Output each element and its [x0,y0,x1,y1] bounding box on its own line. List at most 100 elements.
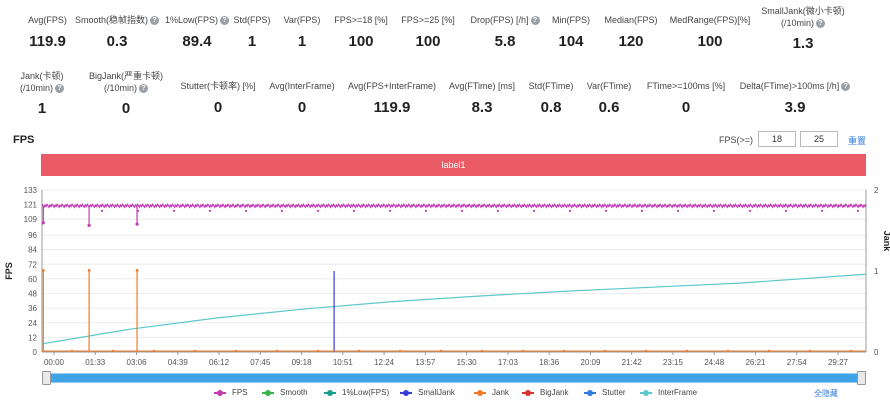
stat-label: BigJank(严重卡顿) (/10min)? [88,71,163,93]
stat-label: Std(FPS) [233,15,271,25]
x-tick-label: 29:27 [828,358,849,367]
reset-button[interactable]: 重置 [848,136,867,146]
fps-threshold-input-1[interactable] [758,131,796,147]
stat-medrange-fps: MedRange(FPS)[%] 100 [666,14,754,50]
series-interframe [41,273,867,345]
jank-zero-point [480,349,484,353]
stat-label: Delta(FTime)>100ms [/h]? [734,80,856,92]
help-icon[interactable]: ? [220,15,229,25]
stat-avg-interframe: Avg(InterFrame) 0 [260,80,344,116]
fps-point [604,209,608,212]
x-tick-label: 21:42 [622,358,643,367]
legend-swatch [324,389,336,396]
stat-1pct-low: 1%Low(FPS)? 89.4 [158,14,236,50]
legend-swatch [474,389,486,396]
stat-label: Smooth(稳帧指数)? [72,14,162,26]
fps-point [388,209,392,212]
x-tick-label: 17:03 [498,358,519,367]
slider-handle-left[interactable] [42,371,51,385]
legend-item-smalljank[interactable]: SmallJank [400,388,455,397]
legend-swatch [584,389,596,396]
jank-zero-point [849,349,853,353]
hide-all-button[interactable]: 全隐藏 [814,389,838,398]
x-tick-label: 06:12 [209,358,230,367]
jank-zero-point [644,349,648,353]
stat-label: Var(FTime) [586,81,632,91]
y-tick-label: 60 [28,275,37,284]
stat-label: Avg(FPS+InterFrame) [347,81,437,91]
jank-zero-point [275,349,279,353]
fps-threshold-input-2[interactable] [800,131,838,147]
stat-label: Median(FPS) [604,15,658,25]
help-icon[interactable]: ? [55,83,64,93]
legend-item-stutter[interactable]: Stutter [584,388,626,397]
legend-item-jank[interactable]: Jank [474,388,509,397]
jank-zero-point [152,349,156,353]
help-icon[interactable]: ? [139,83,148,93]
fps-point [748,209,752,212]
stat-label: SmallJank(微小卡顿) (/10min)? [761,6,845,28]
stat-value: 0.8 [540,99,562,116]
stat-label: Avg(FTime) [ms] [448,81,515,91]
stat-value: 1.3 [792,35,814,52]
x-tick-label: 03:06 [127,358,148,367]
jank-zero-point [193,349,197,353]
jank-zero-point [767,349,771,353]
jank-zero-point [111,349,115,353]
stat-stutter: Stutter(卡顿率) [%] 0 [172,80,264,116]
stat-label: Drop(FPS) [/h]? [466,14,544,26]
legend-item-interframe[interactable]: InterFrame [640,388,697,397]
stat-avg-ftime: Avg(FTime) [ms] 8.3 [442,80,522,116]
stat-label: Jank(卡顿) (/10min)? [19,71,64,93]
help-icon[interactable]: ? [816,18,825,28]
stat-min-fps: Min(FPS) 104 [543,14,599,50]
stat-value: 120 [618,33,644,50]
stat-value: 0 [213,99,223,116]
help-icon[interactable]: ? [150,15,159,25]
stat-label: FPS>=25 [%] [401,15,455,25]
jank-zero-point [439,349,443,353]
jank-zero-point [562,349,566,353]
jank-point [41,268,45,272]
legend-swatch [214,389,226,396]
stat-value: 0.3 [106,33,128,50]
legend-swatch [400,389,412,396]
series-fps [41,203,867,209]
stat-value: 100 [697,33,723,50]
y2-tick-label: 2 [874,186,879,195]
stat-value: 89.4 [182,33,212,50]
stats-panel: Avg(FPS) 119.9 Smooth(稳帧指数)? 0.3 1%Low(F… [0,0,890,125]
y-tick-label: 84 [28,246,37,255]
legend-label: SmallJank [418,388,455,397]
x-tick-label: 15:30 [457,358,478,367]
fps-chart[interactable]: 01224364860728496109121133012FPSJank00:0… [0,180,890,370]
help-icon[interactable]: ? [841,81,851,91]
stat-label: Avg(FPS) [28,15,67,25]
fps-point [820,209,824,212]
label-bar[interactable]: label1 [41,154,866,176]
time-range-slider[interactable] [42,373,866,383]
stat-value: 100 [348,33,374,50]
legend-item-fps[interactable]: FPS [214,388,248,397]
help-icon[interactable]: ? [530,15,540,25]
y-tick-label: 109 [24,215,38,224]
legend-label: Jank [492,388,509,397]
jank-zero-point [316,349,320,353]
x-tick-label: 12:24 [374,358,395,367]
slider-handle-right[interactable] [857,371,866,385]
stat-value: 1 [247,33,257,50]
legend-item-1-low-fps-[interactable]: 1%Low(FPS) [324,388,389,397]
x-tick-label: 18:36 [539,358,560,367]
fps-point [532,209,536,212]
x-tick-label: 26:21 [745,358,766,367]
legend-label: Stutter [602,388,626,397]
stat-value: 3.9 [784,99,806,116]
fps-point [856,209,860,212]
stat-fps-ge-25: FPS>=25 [%] 100 [395,14,461,50]
legend-item-bigjank[interactable]: BigJank [522,388,568,397]
stat-value: 1 [37,100,47,117]
x-tick-label: 20:09 [580,358,601,367]
section-title: FPS [13,134,35,146]
legend-item-smooth[interactable]: Smooth [262,388,308,397]
stat-smooth: Smooth(稳帧指数)? 0.3 [72,14,162,50]
